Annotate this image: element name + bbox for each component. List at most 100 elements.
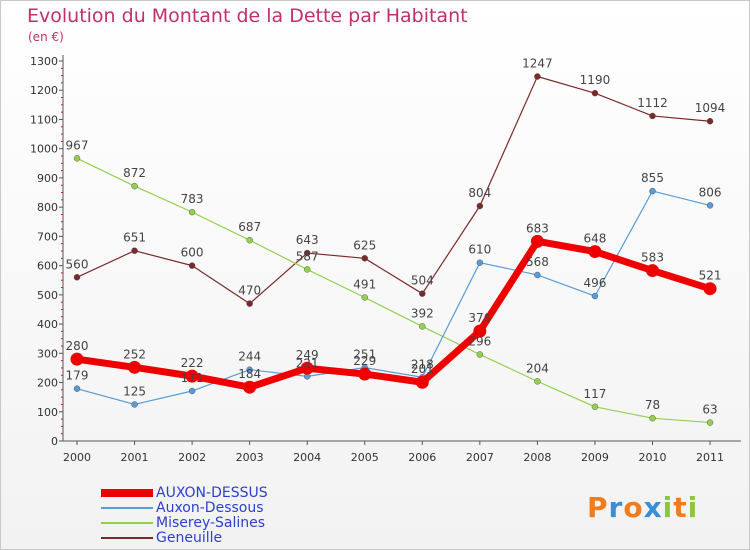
data-label: 491 xyxy=(353,277,376,291)
x-tick-label: 2001 xyxy=(121,451,149,464)
data-point xyxy=(591,292,599,300)
data-label: 804 xyxy=(468,186,491,200)
data-point xyxy=(534,271,541,279)
data-label: 521 xyxy=(699,269,722,283)
data-point xyxy=(706,118,714,125)
series-line xyxy=(76,190,711,406)
data-label: 249 xyxy=(296,348,319,362)
logo-letter: x xyxy=(643,491,663,524)
data-point xyxy=(476,202,484,210)
data-point xyxy=(649,415,656,422)
data-point xyxy=(70,352,84,366)
data-label: 783 xyxy=(181,192,204,206)
data-label: 583 xyxy=(641,251,664,265)
x-tick-label: 2002 xyxy=(178,451,206,464)
data-label: 392 xyxy=(411,306,434,320)
logo-letter: t xyxy=(673,491,688,524)
y-tick-label: 500 xyxy=(37,289,58,302)
y-tick-label: 300 xyxy=(37,347,58,360)
data-point xyxy=(706,202,714,209)
data-label: 872 xyxy=(123,166,146,180)
logo-letter: i xyxy=(662,491,674,524)
data-point xyxy=(185,369,199,383)
x-tick-label: 2009 xyxy=(581,451,609,464)
legend-label: Geneuille xyxy=(156,530,223,546)
data-point xyxy=(649,187,656,195)
data-label: 296 xyxy=(468,334,491,348)
data-label: 610 xyxy=(468,243,491,257)
x-tick-label: 2007 xyxy=(466,451,494,464)
data-label: 496 xyxy=(583,276,606,290)
data-point xyxy=(591,403,599,410)
data-label: 251 xyxy=(353,348,376,362)
data-label: 63 xyxy=(702,403,717,417)
data-label: 560 xyxy=(66,257,89,271)
y-tick-label: 100 xyxy=(37,406,58,419)
data-point xyxy=(419,323,426,330)
x-tick-label: 2000 xyxy=(63,451,91,464)
data-point xyxy=(415,375,429,389)
y-tick-label: 1200 xyxy=(30,84,58,97)
data-point xyxy=(588,245,602,259)
series-line xyxy=(76,75,711,305)
data-point xyxy=(361,294,368,301)
data-label: 125 xyxy=(123,384,146,398)
unit-label: (en €) xyxy=(28,30,64,44)
data-label: 651 xyxy=(123,231,146,245)
data-label: 625 xyxy=(353,238,376,252)
data-point xyxy=(473,324,487,338)
data-label: 221 xyxy=(296,356,319,370)
data-label: 806 xyxy=(699,185,722,199)
data-point xyxy=(361,255,368,262)
y-tick-label: 200 xyxy=(37,377,58,390)
data-point xyxy=(304,249,311,257)
data-point xyxy=(703,282,717,296)
data-point xyxy=(706,419,714,426)
logo-letter: r xyxy=(608,491,624,524)
data-label: 229 xyxy=(353,354,376,368)
data-point xyxy=(73,274,81,281)
y-tick-label: 900 xyxy=(37,172,58,185)
data-point xyxy=(73,385,81,392)
y-tick-label: 1000 xyxy=(30,143,58,156)
data-point xyxy=(300,361,314,375)
logo-letter: o xyxy=(623,491,644,524)
data-label: 683 xyxy=(526,221,549,235)
y-tick-label: 800 xyxy=(37,201,58,214)
data-label: 218 xyxy=(411,357,434,371)
data-label: 470 xyxy=(238,284,261,298)
y-tick-label: 600 xyxy=(37,260,58,273)
legend-label: AUXON-DESSUS xyxy=(156,485,268,501)
data-point xyxy=(304,266,311,273)
legend-item: Auxon-Dessous xyxy=(101,500,264,516)
data-point xyxy=(530,234,544,248)
data-label: 1112 xyxy=(637,96,668,110)
data-label: 117 xyxy=(583,387,606,401)
data-label: 179 xyxy=(66,369,89,383)
data-label: 244 xyxy=(238,350,261,364)
legend-swatch xyxy=(101,507,153,509)
data-label: 376 xyxy=(468,311,491,325)
data-point xyxy=(246,300,253,307)
data-label: 967 xyxy=(66,138,89,152)
legend-swatch xyxy=(101,489,153,497)
page-title: Evolution du Montant de la Dette par Hab… xyxy=(27,5,468,27)
legend-item: Miserey-Salines xyxy=(101,515,265,531)
x-tick-label: 2004 xyxy=(293,451,321,464)
data-point xyxy=(131,247,138,254)
x-tick-label: 2006 xyxy=(408,451,436,464)
logo-letter: i xyxy=(687,491,699,524)
data-label: 648 xyxy=(583,232,606,246)
data-point xyxy=(246,236,253,244)
data-label: 1094 xyxy=(695,101,726,115)
x-tick-label: 2008 xyxy=(523,451,551,464)
x-tick-label: 2005 xyxy=(351,451,379,464)
data-point xyxy=(128,360,142,374)
data-point xyxy=(131,182,138,190)
data-label: 687 xyxy=(238,220,261,234)
series-line xyxy=(73,237,714,391)
data-label: 184 xyxy=(238,367,261,381)
legend-label: Miserey-Salines xyxy=(156,515,266,531)
legend-label: Auxon-Dessous xyxy=(156,500,264,516)
